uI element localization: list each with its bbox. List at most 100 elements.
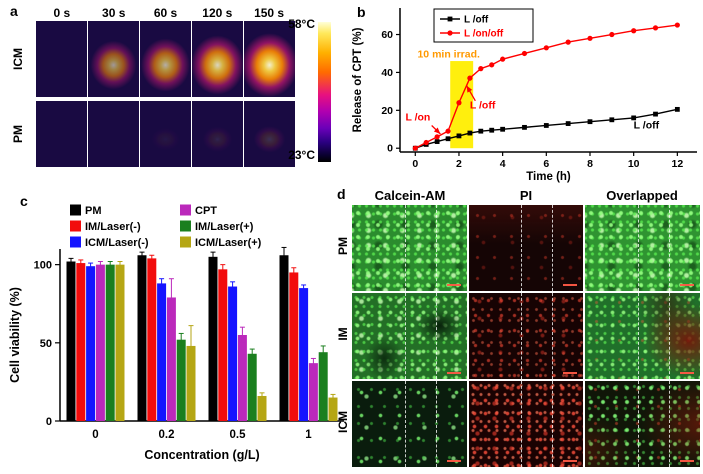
micrograph-overlap-im	[585, 293, 700, 379]
svg-text:50: 50	[40, 338, 52, 350]
scale-bar	[679, 284, 694, 286]
svg-text:4: 4	[500, 158, 506, 170]
scale-bar	[563, 372, 578, 374]
micrograph-green-patchy	[352, 293, 467, 379]
svg-text:L /off: L /off	[464, 15, 489, 26]
svg-text:100: 100	[34, 260, 52, 272]
wound-edge-dashed-line	[552, 205, 554, 291]
temperature-colorbar	[318, 22, 331, 162]
wound-edge-dashed-line	[638, 293, 640, 379]
thermal-image-frame	[88, 101, 139, 167]
thermal-image-frame	[36, 101, 87, 167]
scale-bar	[679, 460, 694, 462]
svg-text:PM: PM	[85, 205, 102, 217]
svg-text:60: 60	[381, 29, 393, 41]
thermal-image-frame	[88, 21, 139, 97]
thermal-time-labels: 0 s 30 s 60 s 120 s 150 s	[36, 6, 295, 20]
viability-bar-chart: 0 50 100 0 0.2 0.5 1 Concentration (g/L) Cell vi…	[8, 204, 344, 462]
svg-text:0: 0	[46, 416, 52, 428]
thermal-strip-icm	[36, 21, 295, 97]
micrograph-red-mid	[468, 293, 584, 379]
panel-a-thermal: a 0 s 30 s 60 s 120 s 150 s ICM PM 58°C …	[6, 2, 346, 186]
svg-text:ICM/Laser(+): ICM/Laser(+)	[195, 237, 262, 249]
wound-edge-dashed-line	[669, 381, 671, 467]
thermal-row-label-icm: ICM	[11, 48, 25, 70]
wound-edge-dashed-line	[521, 381, 523, 467]
svg-text:Cell viability (%): Cell viability (%)	[8, 287, 22, 383]
svg-text:CPT: CPT	[195, 205, 217, 217]
col-header-pi: PI	[519, 188, 533, 203]
wound-edge-dashed-line	[669, 293, 671, 379]
svg-text:0.2: 0.2	[159, 429, 175, 441]
micrograph-column-headers: Calcein-AM PI Overlapped	[352, 188, 700, 203]
thermal-image-frame	[36, 21, 87, 97]
col-header-calcein: Calcein-AM	[374, 188, 446, 203]
wound-edge-dashed-line	[435, 381, 437, 467]
wound-edge-dashed-line	[521, 205, 523, 291]
micrograph-overlap-icm	[585, 381, 700, 467]
wound-edge-dashed-line	[669, 205, 671, 291]
scale-bar	[679, 372, 694, 374]
svg-text:IM/Laser(-): IM/Laser(-)	[85, 221, 141, 233]
svg-text:IM/Laser(+): IM/Laser(+)	[195, 221, 254, 233]
svg-text:2: 2	[456, 158, 462, 170]
scale-bar	[446, 372, 461, 374]
time-label-30s: 30 s	[102, 6, 126, 20]
svg-text:L /off: L /off	[634, 119, 660, 131]
wound-edge-dashed-line	[404, 205, 406, 291]
panel-b-label: b	[357, 4, 366, 20]
panel-d-label: d	[337, 186, 346, 202]
svg-text:10: 10	[628, 158, 640, 170]
colorbar-max-label: 58°C	[288, 17, 315, 31]
micrograph-red-faint	[468, 205, 584, 291]
svg-text:1: 1	[305, 429, 312, 441]
time-label-60s: 60 s	[153, 6, 178, 20]
time-label-120s: 120 s	[202, 6, 233, 20]
row-label-pm: PM	[336, 237, 350, 255]
wound-edge-dashed-line	[638, 205, 640, 291]
svg-text:Release of CPT (%): Release of CPT (%)	[352, 27, 364, 132]
svg-text:L /on: L /on	[405, 112, 430, 124]
wound-edge-dashed-line	[521, 293, 523, 379]
wound-edge-dashed-line	[404, 293, 406, 379]
micrograph-red-bright	[468, 381, 584, 467]
time-label-150s: 150 s	[254, 6, 285, 20]
svg-text:20: 20	[381, 105, 393, 117]
wound-edge-dashed-line	[435, 293, 437, 379]
time-label-0s: 0 s	[53, 6, 71, 20]
thermal-image-frame	[244, 21, 295, 97]
micrograph-green-sparse	[352, 381, 467, 467]
wound-edge-dashed-line	[552, 293, 554, 379]
row-label-icm: ICM	[336, 411, 350, 433]
svg-text:12: 12	[672, 158, 684, 170]
svg-text:8: 8	[587, 158, 593, 170]
release-line-chart: 0 20 40 60 0 2 4 6 8 10 12 Time (h) Release of CPT (…	[352, 8, 697, 183]
colorbar-min-label: 23°C	[288, 148, 315, 162]
wound-edge-dashed-line	[552, 381, 554, 467]
thermal-image-frame	[192, 101, 243, 167]
svg-text:10 min irrad.: 10 min irrad.	[417, 48, 480, 60]
svg-text:L /off: L /off	[470, 99, 496, 111]
micrograph-grid	[352, 205, 700, 467]
svg-text:Time (h): Time (h)	[526, 171, 571, 183]
thermal-image-frame	[140, 101, 191, 167]
svg-text:0.5: 0.5	[230, 429, 247, 441]
svg-text:L /on/off: L /on/off	[464, 29, 504, 40]
scale-bar	[563, 284, 578, 286]
svg-text:ICM/Laser(-): ICM/Laser(-)	[85, 237, 149, 249]
col-header-overlapped: Overlapped	[606, 188, 678, 203]
thermal-image-frame	[192, 21, 243, 97]
scale-bar	[446, 460, 461, 462]
micrograph-overlap-pm	[585, 205, 700, 291]
panel-c-label: c	[20, 193, 28, 209]
wound-edge-dashed-line	[435, 205, 437, 291]
panel-b-release-chart: b 0 20 40 60 0 2 4 6 8 10 12 Time (h) Release of CPT…	[348, 0, 703, 188]
thermal-strip-pm	[36, 101, 295, 167]
svg-text:Concentration (g/L): Concentration (g/L)	[144, 448, 259, 462]
panel-d-micrographs: d Calcein-AM PI Overlapped PM IM ICM	[330, 186, 703, 474]
scale-bar	[563, 460, 578, 462]
row-label-im: IM	[336, 327, 350, 341]
svg-text:6: 6	[543, 158, 549, 170]
scale-bar	[446, 284, 461, 286]
